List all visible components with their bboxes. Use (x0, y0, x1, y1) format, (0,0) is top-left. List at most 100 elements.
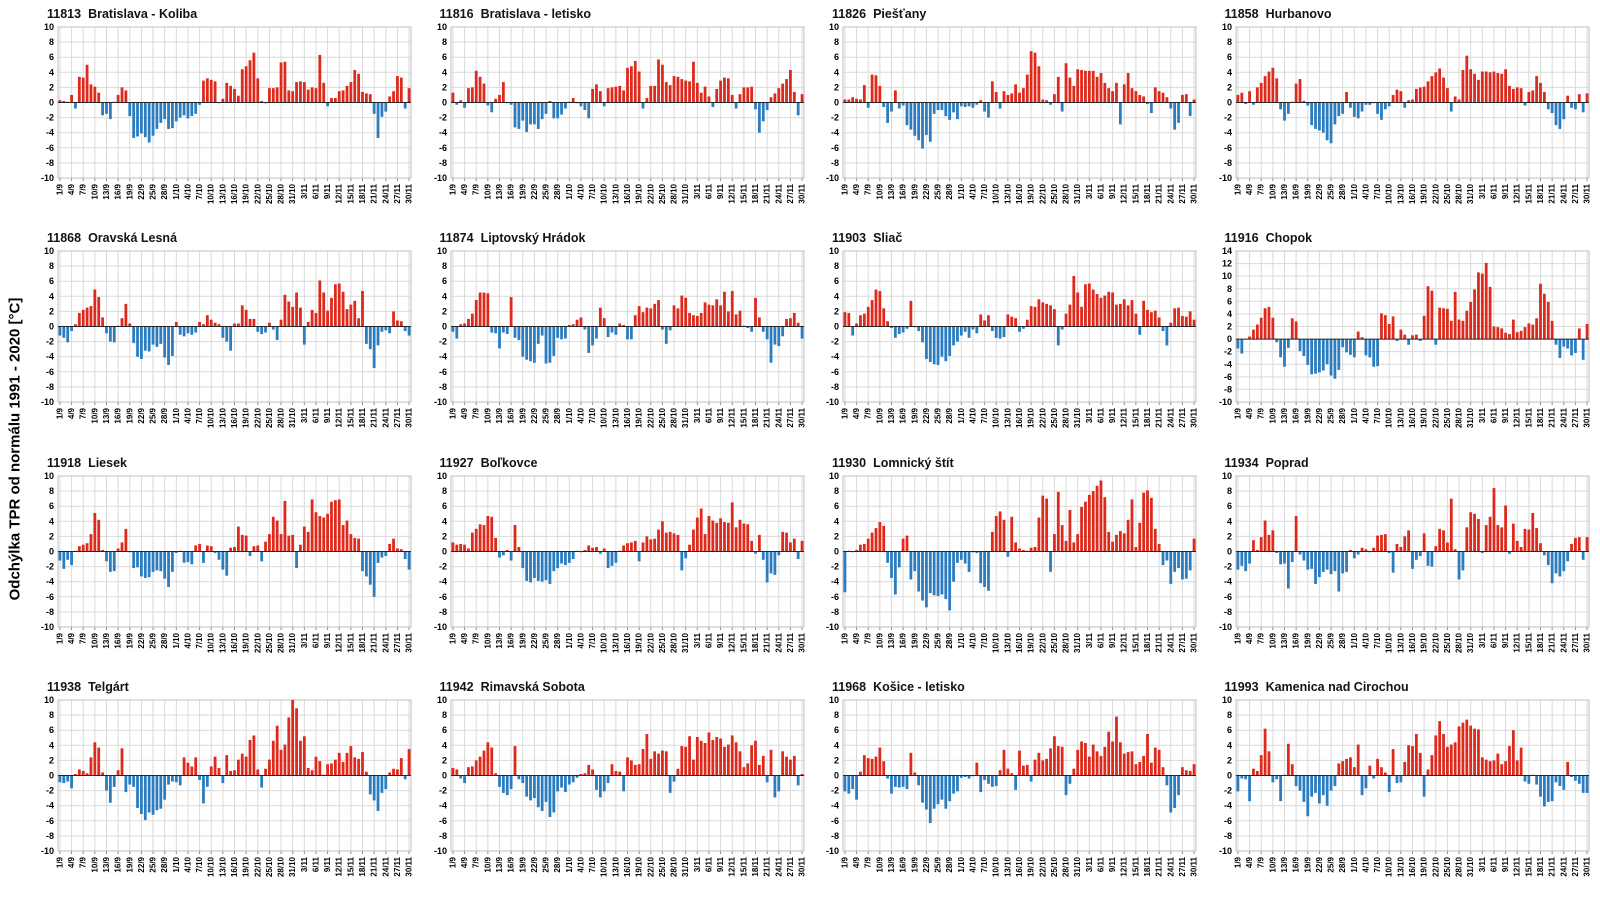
anomaly-bar (364, 326, 368, 345)
x-tick-label: 7/10 (588, 408, 597, 424)
x-tick-label: 13/10 (218, 183, 227, 204)
anomaly-bar (967, 551, 971, 572)
x-tick-label: 25/9 (541, 856, 550, 872)
anomaly-bar (81, 310, 85, 327)
anomaly-bar (652, 751, 656, 776)
anomaly-bar (1453, 96, 1457, 103)
anomaly-bar (341, 524, 345, 551)
anomaly-bar (851, 775, 855, 789)
chart-cell: 11938 Telgárt -10 -8 -6 -4 -2 0 2 4 6 8 10 1/9 4/9 7/9… (30, 673, 423, 897)
x-tick-label: 6/11 (311, 408, 320, 424)
station-name: Kamenica nad Cirochou (1265, 679, 1409, 694)
anomaly-bar (384, 551, 388, 556)
anomaly-bar (1286, 339, 1290, 349)
anomaly-bar (1523, 528, 1526, 551)
anomaly-bar (1118, 530, 1122, 551)
anomaly-bar (1255, 87, 1259, 103)
anomaly-bar (652, 85, 656, 103)
anomaly-bar (1418, 551, 1422, 556)
anomaly-bar (1149, 312, 1153, 327)
anomaly-bar (994, 515, 998, 551)
anomaly-bar (213, 551, 217, 553)
anomaly-bar (870, 758, 874, 776)
anomaly-bar (730, 94, 734, 103)
anomaly-bar (357, 73, 361, 103)
anomaly-bar (761, 755, 765, 776)
anomaly-bar (555, 551, 559, 568)
x-tick-label: 7/9 (1256, 408, 1265, 420)
x-tick-label: 18/11 (1536, 183, 1545, 203)
anomaly-bar (155, 775, 159, 810)
chart-cell: 11942 Rimavská Sobota -10 -8 -6 -4 -2 0 2 4 6 8 10 1… (423, 673, 816, 897)
anomaly-bar (1087, 494, 1091, 552)
anomaly-bar (936, 102, 940, 111)
anomaly-bar (745, 326, 749, 329)
anomaly-bar (851, 97, 855, 103)
anomaly-bar (687, 735, 691, 776)
anomaly-bar (897, 551, 901, 567)
anomaly-bar (1192, 319, 1196, 327)
x-tick-label: 7/9 (471, 856, 480, 868)
anomaly-bar (186, 551, 190, 562)
x-tick-label: 19/9 (1303, 408, 1312, 424)
anomaly-bar (341, 90, 345, 103)
x-tick-label: 4/9 (1245, 632, 1254, 644)
x-tick-label: 24/11 (381, 408, 390, 428)
y-tick-label: 2 (49, 531, 54, 541)
x-tick-label: 21/11 (762, 183, 771, 203)
x-tick-label: 28/10 (669, 856, 678, 877)
anomaly-bar (1192, 99, 1196, 103)
anomaly-bar (1251, 539, 1255, 551)
anomaly-bar (1445, 541, 1449, 551)
y-tick-label: -10 (41, 846, 54, 856)
anomaly-bar (1099, 480, 1103, 551)
chart-cell: 11816 Bratislava - letisko -10 -8 -6 -4 -2 0 2 4… (423, 0, 816, 224)
anomaly-bar (1569, 543, 1573, 551)
y-tick-label: -6 (438, 591, 446, 601)
x-tick-label: 28/10 (277, 632, 286, 653)
x-tick-label: 31/10 (288, 408, 297, 429)
y-tick-label: 8 (441, 37, 446, 47)
anomaly-bar (1375, 758, 1379, 776)
x-tick-label: 15/11 (739, 183, 748, 203)
anomaly-bar (1402, 761, 1406, 776)
anomaly-bar (1480, 71, 1484, 103)
anomaly-bar (901, 326, 905, 333)
anomaly-bar (333, 97, 337, 103)
x-tick-label: 16/9 (899, 856, 908, 872)
anomaly-bar (186, 326, 190, 334)
anomaly-bar (1360, 102, 1363, 112)
x-tick-label: 1/10 (1349, 632, 1358, 648)
anomaly-bar (1177, 775, 1180, 795)
y-tick-label: 4 (49, 292, 54, 302)
y-tick-label: 10 (1221, 271, 1231, 281)
anomaly-bar (105, 102, 108, 114)
x-tick-label: 25/9 (934, 632, 943, 648)
anomaly-bar (1375, 102, 1379, 114)
x-tick-label: 7/9 (1256, 183, 1265, 195)
anomaly-bar (1286, 551, 1290, 588)
anomaly-bar (633, 315, 637, 327)
anomaly-bar (1391, 551, 1394, 573)
anomaly-bar (936, 326, 940, 366)
anomaly-bar (656, 529, 660, 551)
x-tick-label: 22/9 (1314, 408, 1323, 424)
anomaly-bar (143, 326, 147, 351)
y-tick-label: -8 (438, 831, 446, 841)
anomaly-bar (776, 326, 780, 347)
x-tick-label: 21/11 (1547, 856, 1556, 876)
anomaly-bar (376, 775, 380, 811)
anomaly-bar (1464, 719, 1468, 776)
anomaly-bar (893, 90, 897, 103)
anomaly-bar (1080, 307, 1083, 327)
anomaly-bar (322, 82, 326, 103)
anomaly-bar (1084, 70, 1087, 103)
anomaly-bar (93, 289, 97, 327)
anomaly-bar (987, 551, 990, 591)
anomaly-bar (353, 301, 357, 327)
anomaly-bar (213, 81, 217, 103)
anomaly-bar (1476, 79, 1480, 103)
anomaly-bar (1538, 775, 1542, 797)
